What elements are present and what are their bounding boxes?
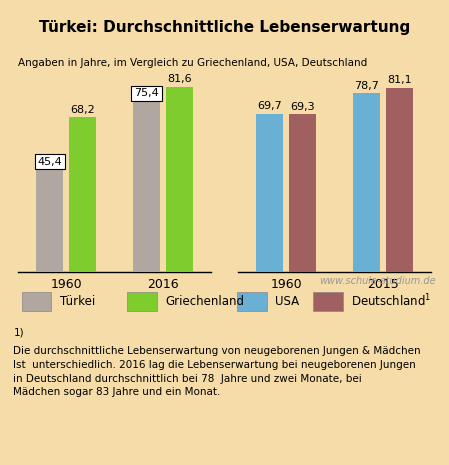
FancyBboxPatch shape (22, 292, 52, 311)
Bar (69, 117, 96, 272)
Bar (133, 100, 160, 272)
Text: 45,4: 45,4 (37, 157, 62, 166)
Text: Deutschland$^1$: Deutschland$^1$ (351, 293, 431, 309)
Text: 81,1: 81,1 (387, 75, 411, 86)
Text: Angaben in Jahre, im Vergleich zu Griechenland, USA, Deutschland: Angaben in Jahre, im Vergleich zu Griech… (18, 58, 367, 68)
FancyBboxPatch shape (313, 292, 343, 311)
Text: 75,4: 75,4 (134, 88, 159, 98)
FancyBboxPatch shape (237, 292, 267, 311)
Text: Die durchschnittliche Lebenserwartung von neugeborenen Jungen & Mädchen
Ist  unt: Die durchschnittliche Lebenserwartung vo… (13, 346, 421, 397)
Bar (289, 114, 316, 272)
Bar (353, 93, 380, 272)
Bar (386, 88, 413, 272)
Text: www.schule-studium.de: www.schule-studium.de (319, 276, 436, 286)
Text: 69,3: 69,3 (291, 102, 315, 112)
Text: Griechenland: Griechenland (165, 295, 244, 307)
Text: 1): 1) (13, 328, 24, 338)
FancyBboxPatch shape (128, 292, 157, 311)
Text: Türkei: Durchschnittliche Lebenserwartung: Türkei: Durchschnittliche Lebenserwartun… (39, 20, 410, 35)
Text: 81,6: 81,6 (167, 74, 191, 84)
Text: USA: USA (275, 295, 299, 307)
Bar (256, 113, 283, 272)
Text: Türkei: Türkei (60, 295, 95, 307)
Text: 69,7: 69,7 (257, 101, 282, 111)
Bar (166, 86, 193, 272)
Text: 78,7: 78,7 (354, 81, 379, 91)
Text: 68,2: 68,2 (70, 105, 95, 115)
Bar (36, 169, 63, 272)
